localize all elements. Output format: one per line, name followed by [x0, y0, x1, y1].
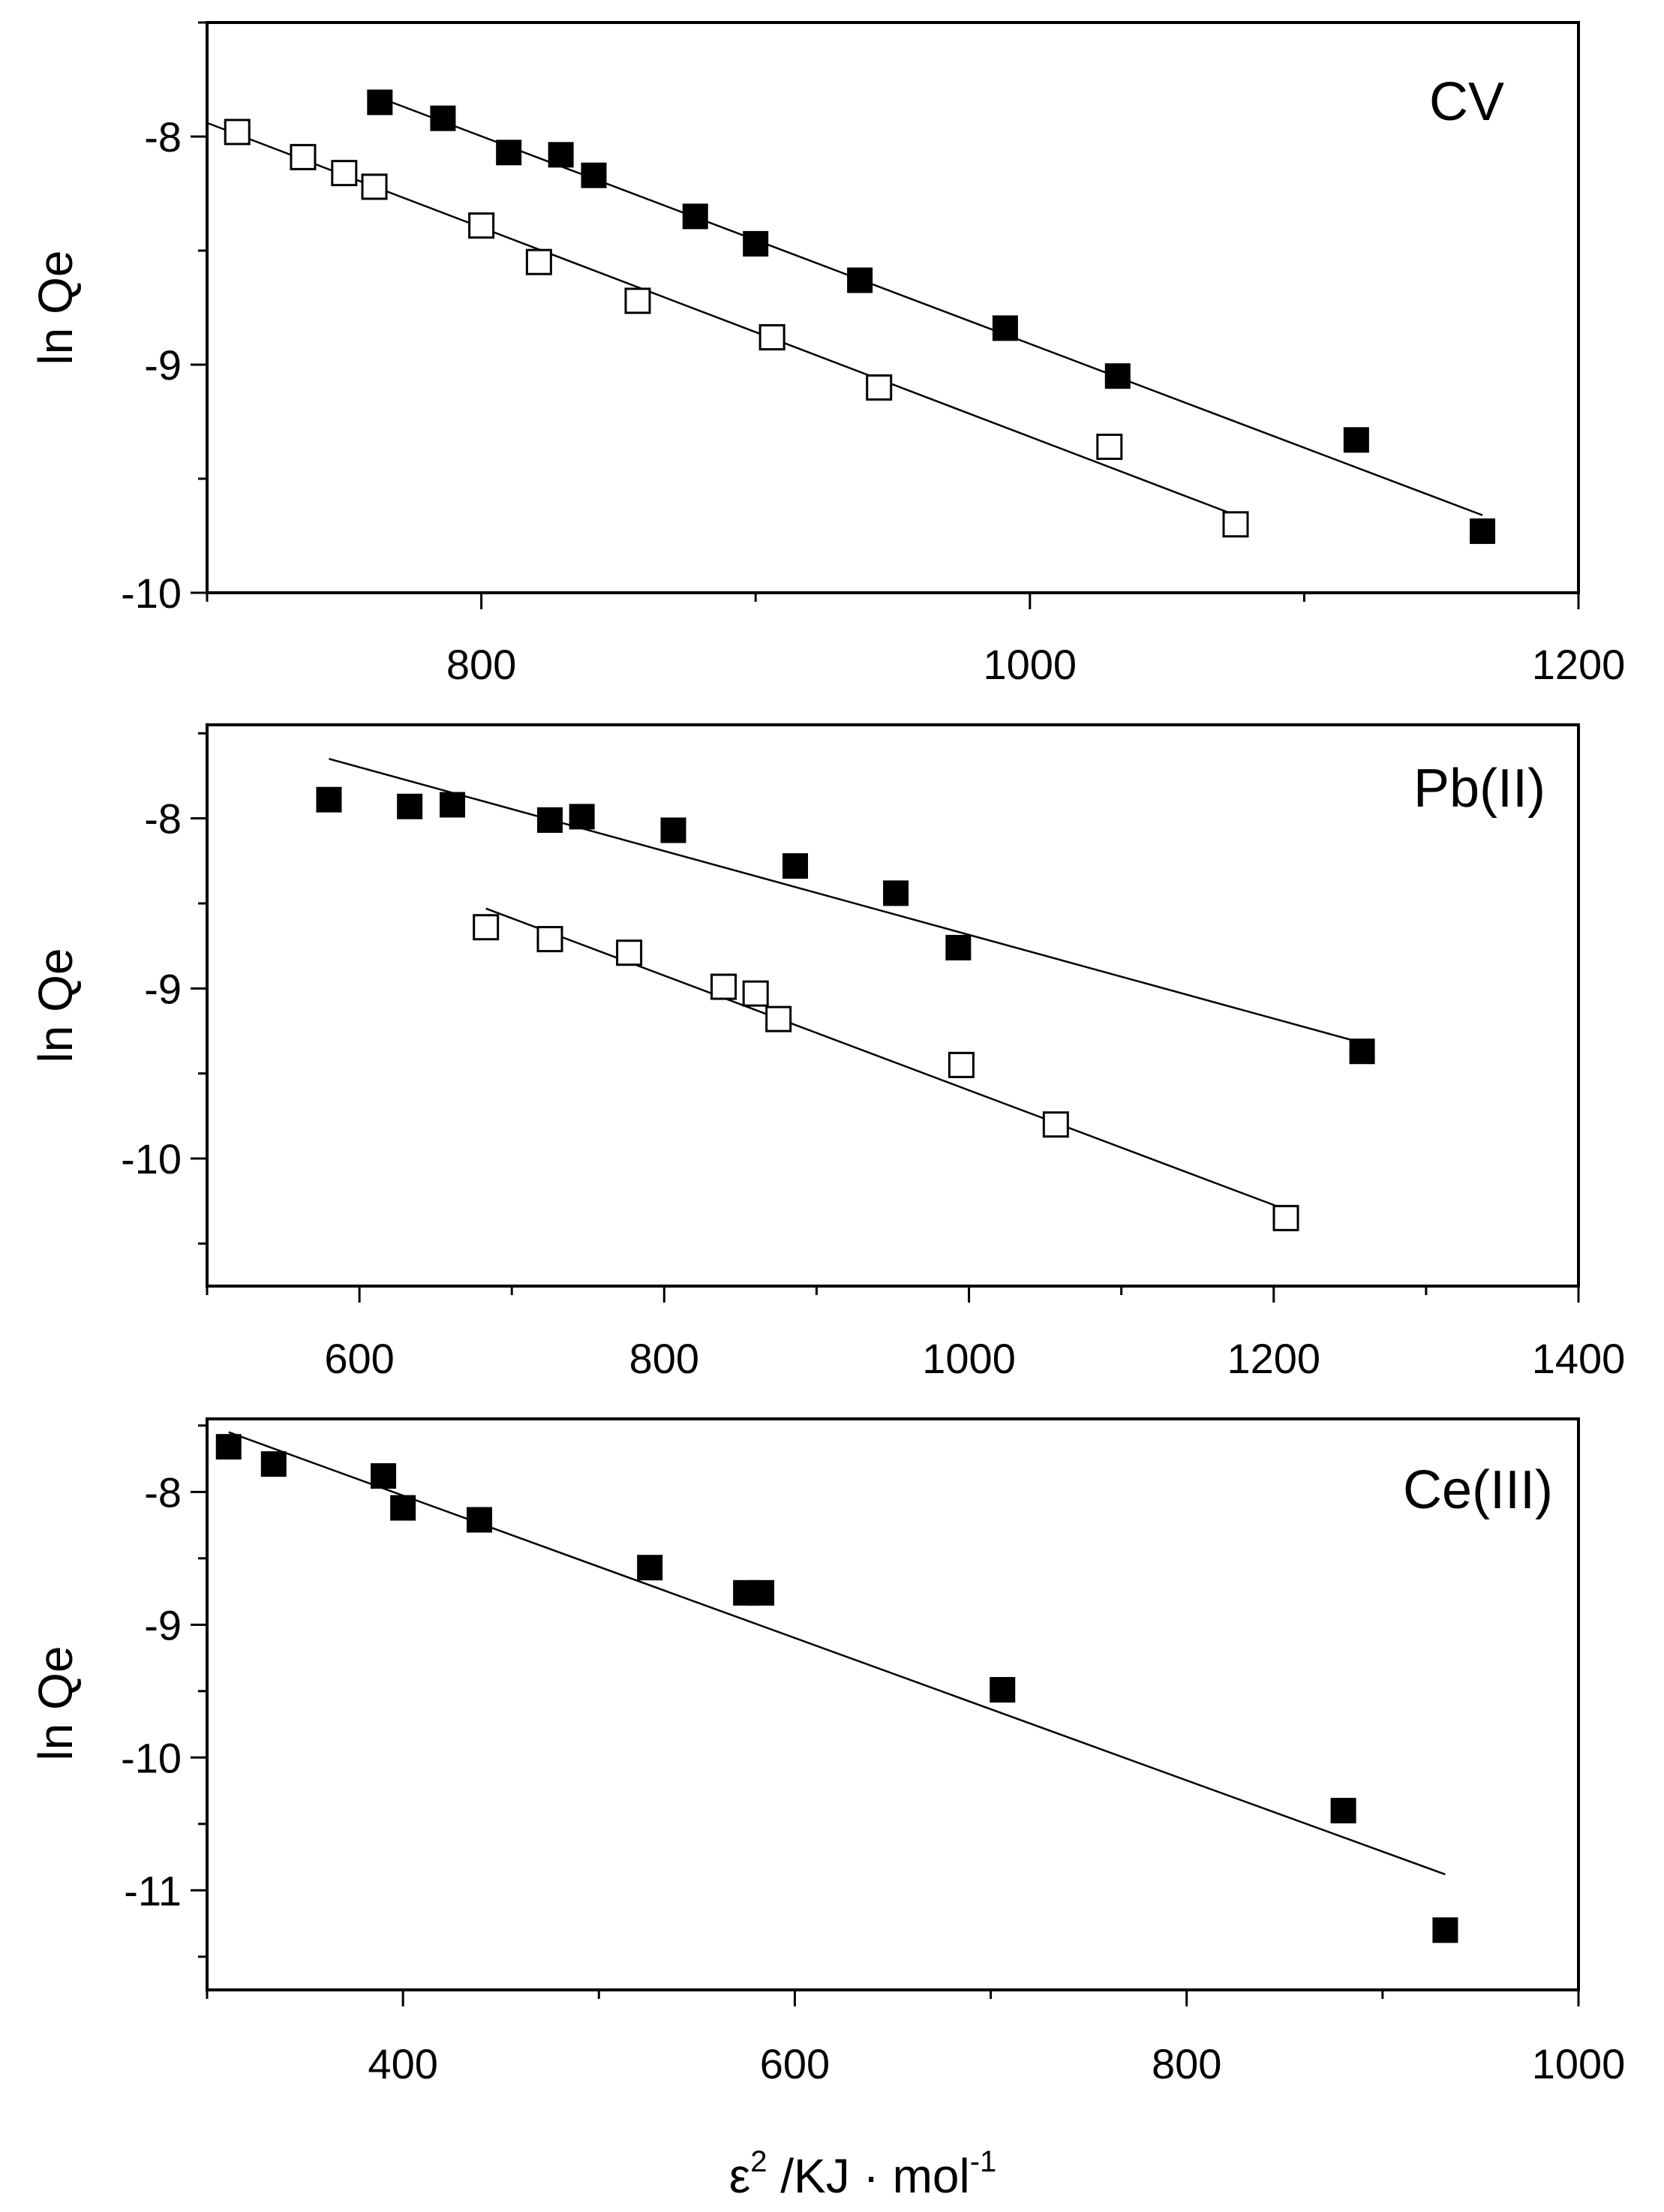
- y-tick-label: -10: [121, 1734, 182, 1781]
- data-point-filled: [430, 105, 456, 131]
- data-point-filled: [743, 230, 769, 257]
- data-point-filled: [569, 804, 595, 830]
- data-point-open: [765, 1005, 792, 1032]
- data-point-filled: [367, 89, 393, 116]
- data-point-filled: [1432, 1917, 1458, 1943]
- data-point-open: [1272, 1204, 1299, 1231]
- x-tick-label: 1200: [1532, 641, 1626, 688]
- x-title-main: /KJ · mol: [767, 2149, 969, 2203]
- x-tick-label: 1000: [922, 1335, 1016, 1382]
- fit-line-filled: [228, 1431, 1446, 1876]
- y-tick-label: -8: [144, 795, 182, 843]
- data-point-open: [331, 160, 358, 187]
- x-axis-title: ε2 /KJ · mol-1: [729, 2145, 997, 2203]
- data-point-open: [616, 939, 643, 966]
- data-point-open: [758, 324, 785, 351]
- y-tick-label: -9: [144, 341, 182, 389]
- y-tick-label: -11: [124, 1867, 182, 1914]
- panel-label: CV: [1429, 72, 1504, 132]
- data-point-filled: [992, 315, 1018, 341]
- y-tick-label: -8: [144, 113, 182, 161]
- x-tick-label: 1000: [1532, 2040, 1626, 2087]
- data-point-filled: [637, 1555, 663, 1581]
- data-point-open: [866, 374, 893, 401]
- y-tick-label: -8: [144, 1468, 182, 1516]
- data-point-filled: [660, 817, 686, 843]
- data-point-filled: [466, 1507, 492, 1533]
- data-point-open: [224, 119, 251, 146]
- data-point-filled: [1343, 427, 1369, 453]
- fit-line-filled: [379, 97, 1483, 516]
- y-axis-title: ln Qe: [29, 948, 83, 1063]
- panel-label: Pb(II): [1413, 759, 1545, 819]
- plot-frame: [206, 723, 1580, 1288]
- x-title-exponent: -1: [970, 2145, 997, 2178]
- x-title-sup: 2: [750, 2145, 767, 2178]
- data-point-filled: [847, 267, 873, 293]
- plot-frame: [206, 1417, 1580, 1991]
- data-point-filled: [316, 786, 342, 813]
- data-point-filled: [682, 203, 708, 230]
- data-point-filled: [1349, 1038, 1375, 1065]
- data-point-filled: [215, 1434, 242, 1460]
- fit-line-open: [485, 907, 1287, 1211]
- data-point-open: [525, 248, 552, 275]
- x-tick-label: 800: [629, 1335, 699, 1382]
- y-tick-label: -9: [144, 1601, 182, 1648]
- data-point-open: [948, 1051, 975, 1078]
- panel-cv: 800 1000 1200 -8 -9 -10 ln Qe CV: [29, 21, 1626, 688]
- data-point-filled: [397, 793, 423, 819]
- data-point-filled: [371, 1463, 397, 1489]
- data-point-filled: [496, 140, 522, 166]
- panel-pb: 600 800 1000 1200 1400 -8 -9 -10 ln Qe Pb(II): [29, 723, 1626, 1382]
- x-tick-label: 1200: [1227, 1335, 1320, 1382]
- y-tick-label: -10: [121, 1135, 182, 1183]
- data-point-open: [536, 926, 563, 953]
- data-point-open: [1222, 511, 1249, 538]
- fit-line-filled: [329, 758, 1362, 1044]
- data-point-filled: [548, 142, 574, 168]
- data-point-open: [290, 143, 317, 170]
- data-point-filled: [260, 1451, 287, 1477]
- y-axis-title: ln Qe: [29, 1646, 83, 1761]
- data-point-filled: [945, 934, 972, 960]
- data-point-open: [624, 287, 651, 314]
- x-tick-label: 600: [760, 2040, 830, 2087]
- panel-label: Ce(III): [1403, 1460, 1553, 1520]
- data-point-filled: [990, 1677, 1016, 1703]
- panel-ce: 400 600 800 1000 -8 -9 -10 -11 ln Qe Ce(III): [29, 1417, 1626, 2087]
- data-point-filled: [1330, 1798, 1356, 1824]
- x-tick-label: 800: [1152, 2040, 1221, 2087]
- data-point-filled: [1104, 363, 1131, 389]
- data-point-filled: [749, 1579, 775, 1606]
- data-point-open: [473, 914, 500, 941]
- data-point-filled: [537, 807, 563, 833]
- x-title-epsilon: ε: [729, 2149, 751, 2203]
- data-point-filled: [440, 792, 466, 818]
- data-point-filled: [782, 853, 809, 879]
- data-point-open: [1096, 433, 1123, 460]
- x-tick-label: 1000: [984, 641, 1077, 688]
- data-point-open: [361, 173, 388, 200]
- y-tick-label: -9: [144, 965, 182, 1012]
- data-point-open: [742, 980, 769, 1007]
- plot-frame: [206, 21, 1580, 594]
- x-tick-label: 800: [446, 641, 516, 688]
- data-point-filled: [1470, 518, 1496, 544]
- data-point-filled: [883, 880, 909, 906]
- data-point-filled: [581, 162, 607, 188]
- x-tick-label: 600: [324, 1335, 394, 1382]
- x-tick-label: 1400: [1532, 1335, 1626, 1382]
- data-point-open: [710, 973, 737, 1000]
- y-tick-label: -10: [121, 570, 182, 617]
- y-axis-title: ln Qe: [29, 251, 83, 365]
- x-tick-label: 400: [368, 2040, 437, 2087]
- data-point-open: [468, 212, 495, 239]
- data-point-filled: [390, 1495, 416, 1521]
- data-point-open: [1042, 1111, 1069, 1138]
